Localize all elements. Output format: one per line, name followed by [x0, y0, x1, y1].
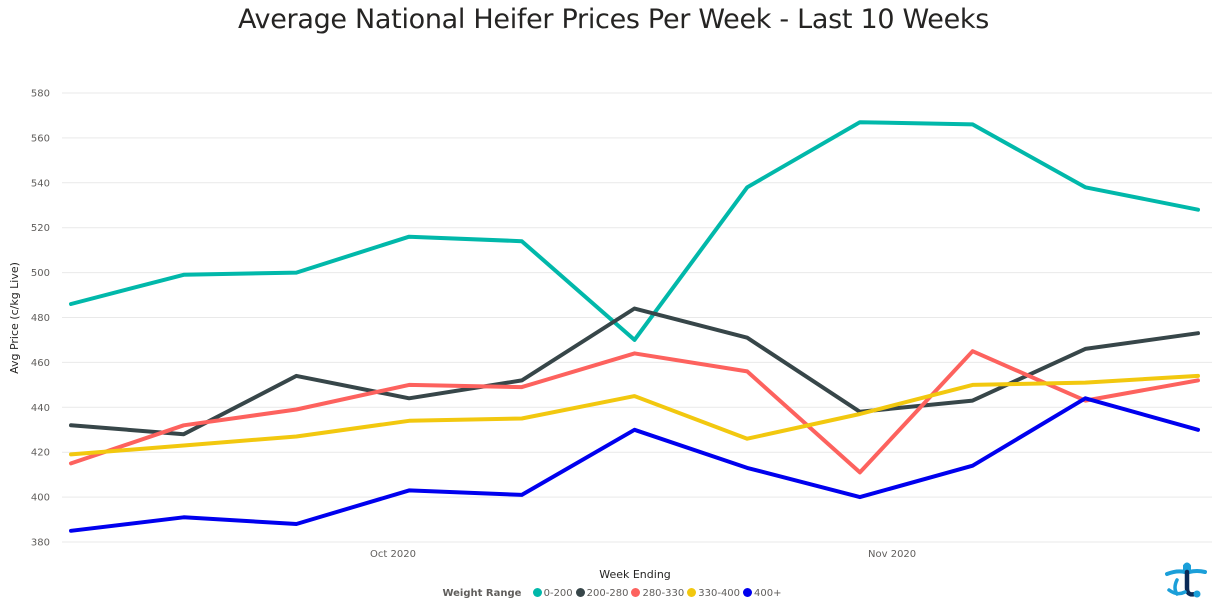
x-tick-label: Oct 2020	[370, 549, 416, 560]
y-tick-label: 520	[31, 223, 50, 234]
legend-item-400+[interactable]: 400+	[743, 588, 782, 599]
x-tick-label: Nov 2020	[868, 549, 916, 560]
series-lines	[69, 120, 1200, 533]
y-tick-label: 480	[31, 313, 50, 324]
y-axis-label: Avg Price (c/kg Live)	[8, 262, 21, 374]
y-tick-label: 420	[31, 448, 50, 459]
legend-item-0-200[interactable]: 0-200	[532, 588, 573, 599]
y-tick-label: 380	[31, 538, 50, 549]
legend-marker	[687, 588, 697, 597]
series-line-0-200[interactable]	[69, 120, 1200, 342]
legend-label: 280-330	[642, 588, 685, 599]
legend-label: 400+	[754, 588, 782, 599]
y-tick-label: 580	[31, 89, 50, 100]
chart-title: Average National Heifer Prices Per Week …	[237, 4, 990, 35]
y-axis-ticks: 380 400 420 440 460 480 500 520 540 560 580	[31, 89, 50, 549]
y-tick-label: 460	[31, 358, 50, 369]
legend-item-200-280[interactable]: 200-280	[575, 588, 629, 599]
series-line-400+[interactable]	[69, 396, 1200, 533]
legend-marker	[631, 588, 641, 597]
y-tick-label: 440	[31, 403, 50, 414]
series-line-200-280[interactable]	[69, 306, 1200, 437]
legend-title: Weight Range	[442, 588, 522, 599]
legend-label: 0-200	[543, 588, 573, 599]
legend-label: 330-400	[698, 588, 741, 599]
gridlines	[62, 92, 1212, 543]
x-axis-ticks: Oct 2020 Nov 2020	[370, 549, 916, 560]
x-axis-label: Week Ending	[599, 568, 671, 581]
legend-marker	[743, 588, 753, 597]
brand-logo-icon	[1163, 560, 1209, 600]
series-line-280-330[interactable]	[69, 349, 1200, 475]
y-tick-label: 500	[31, 268, 50, 279]
legend-items: 0-200 200-280 280-330 330-400 400+	[532, 588, 785, 599]
legend-item-280-330[interactable]: 280-330	[631, 588, 684, 599]
legend-label: 200-280	[586, 588, 629, 599]
y-tick-label: 560	[31, 133, 50, 144]
legend-marker	[575, 588, 585, 597]
legend-marker	[532, 588, 542, 597]
series-line-330-400[interactable]	[69, 373, 1200, 457]
legend-item-330-400[interactable]: 330-400	[687, 588, 740, 599]
y-tick-label: 540	[31, 178, 50, 189]
y-tick-label: 400	[31, 493, 50, 504]
legend: Weight Range 0-200 200-280 280-330 330-400 4…	[0, 588, 1227, 599]
